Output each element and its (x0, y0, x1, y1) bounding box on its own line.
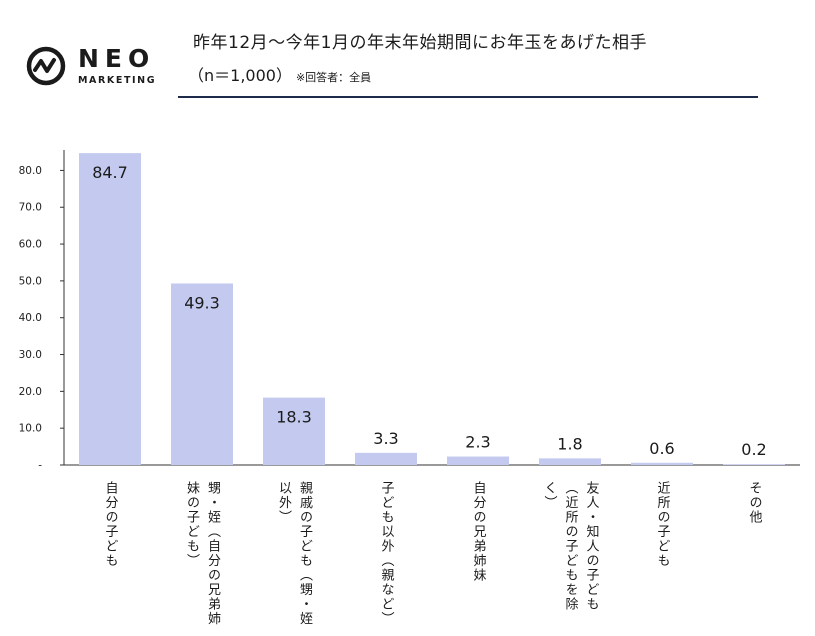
y-tick-label: 40.0 (19, 312, 42, 324)
bar (723, 464, 785, 465)
bar-value-label: 2.3 (465, 433, 490, 452)
category-label: 甥・姪（自分の兄弟姉 (205, 481, 221, 626)
respondent-note: ※回答者：全員 (295, 71, 372, 84)
bar (79, 153, 141, 465)
bar (263, 397, 325, 465)
y-tick-label: 80.0 (19, 165, 42, 177)
logo-mark-icon (26, 46, 66, 86)
category-label: （近所の子どもを除 (563, 481, 579, 612)
category-label: 友人・知人の子ども (584, 480, 600, 611)
category-label: 自分の子ども (103, 481, 119, 568)
chart-subtitle: （n＝1,000） ※回答者：全員 (188, 62, 371, 86)
bar (171, 283, 233, 465)
y-tick-label: 20.0 (19, 386, 42, 398)
brand-name: NEO (78, 44, 156, 73)
category-label: 近所の子ども (655, 481, 671, 568)
bar-value-label: 49.3 (184, 293, 220, 312)
bar (539, 458, 601, 465)
y-tick-label: - (38, 460, 42, 472)
category-label: 自分の兄弟姉妹 (471, 481, 487, 583)
sample-size: （n＝1,000） (188, 66, 292, 85)
y-tick-label: 70.0 (19, 202, 42, 214)
title-underline (178, 96, 758, 98)
category-label: 妹の子ども） (184, 481, 200, 568)
bar (447, 456, 509, 465)
y-tick-label: 60.0 (19, 239, 42, 251)
category-label: 親戚の子ども（甥・姪 (297, 481, 313, 626)
category-label: く） (542, 481, 558, 510)
bar-value-label: 1.8 (557, 434, 582, 453)
y-tick-label: 10.0 (19, 423, 42, 435)
bar-value-label: 84.7 (92, 163, 128, 182)
bar (631, 462, 693, 465)
y-tick-label: 50.0 (19, 275, 42, 287)
category-label: 子ども以外（親など） (379, 481, 395, 626)
y-tick-label: 30.0 (19, 349, 42, 361)
category-label: その他 (747, 481, 763, 525)
chart-title: 昨年12月〜今年1月の年末年始期間にお年玉をあげた相手 (193, 33, 647, 53)
brand-logo: NEO MARKETING (26, 44, 176, 96)
bar-value-label: 18.3 (276, 408, 312, 427)
category-label: 以外） (276, 481, 292, 525)
bar-value-label: 0.6 (649, 439, 674, 458)
brand-sub: MARKETING (78, 75, 157, 86)
bar-value-label: 3.3 (373, 429, 398, 448)
bar-value-label: 0.2 (741, 440, 766, 459)
bar (355, 452, 417, 465)
